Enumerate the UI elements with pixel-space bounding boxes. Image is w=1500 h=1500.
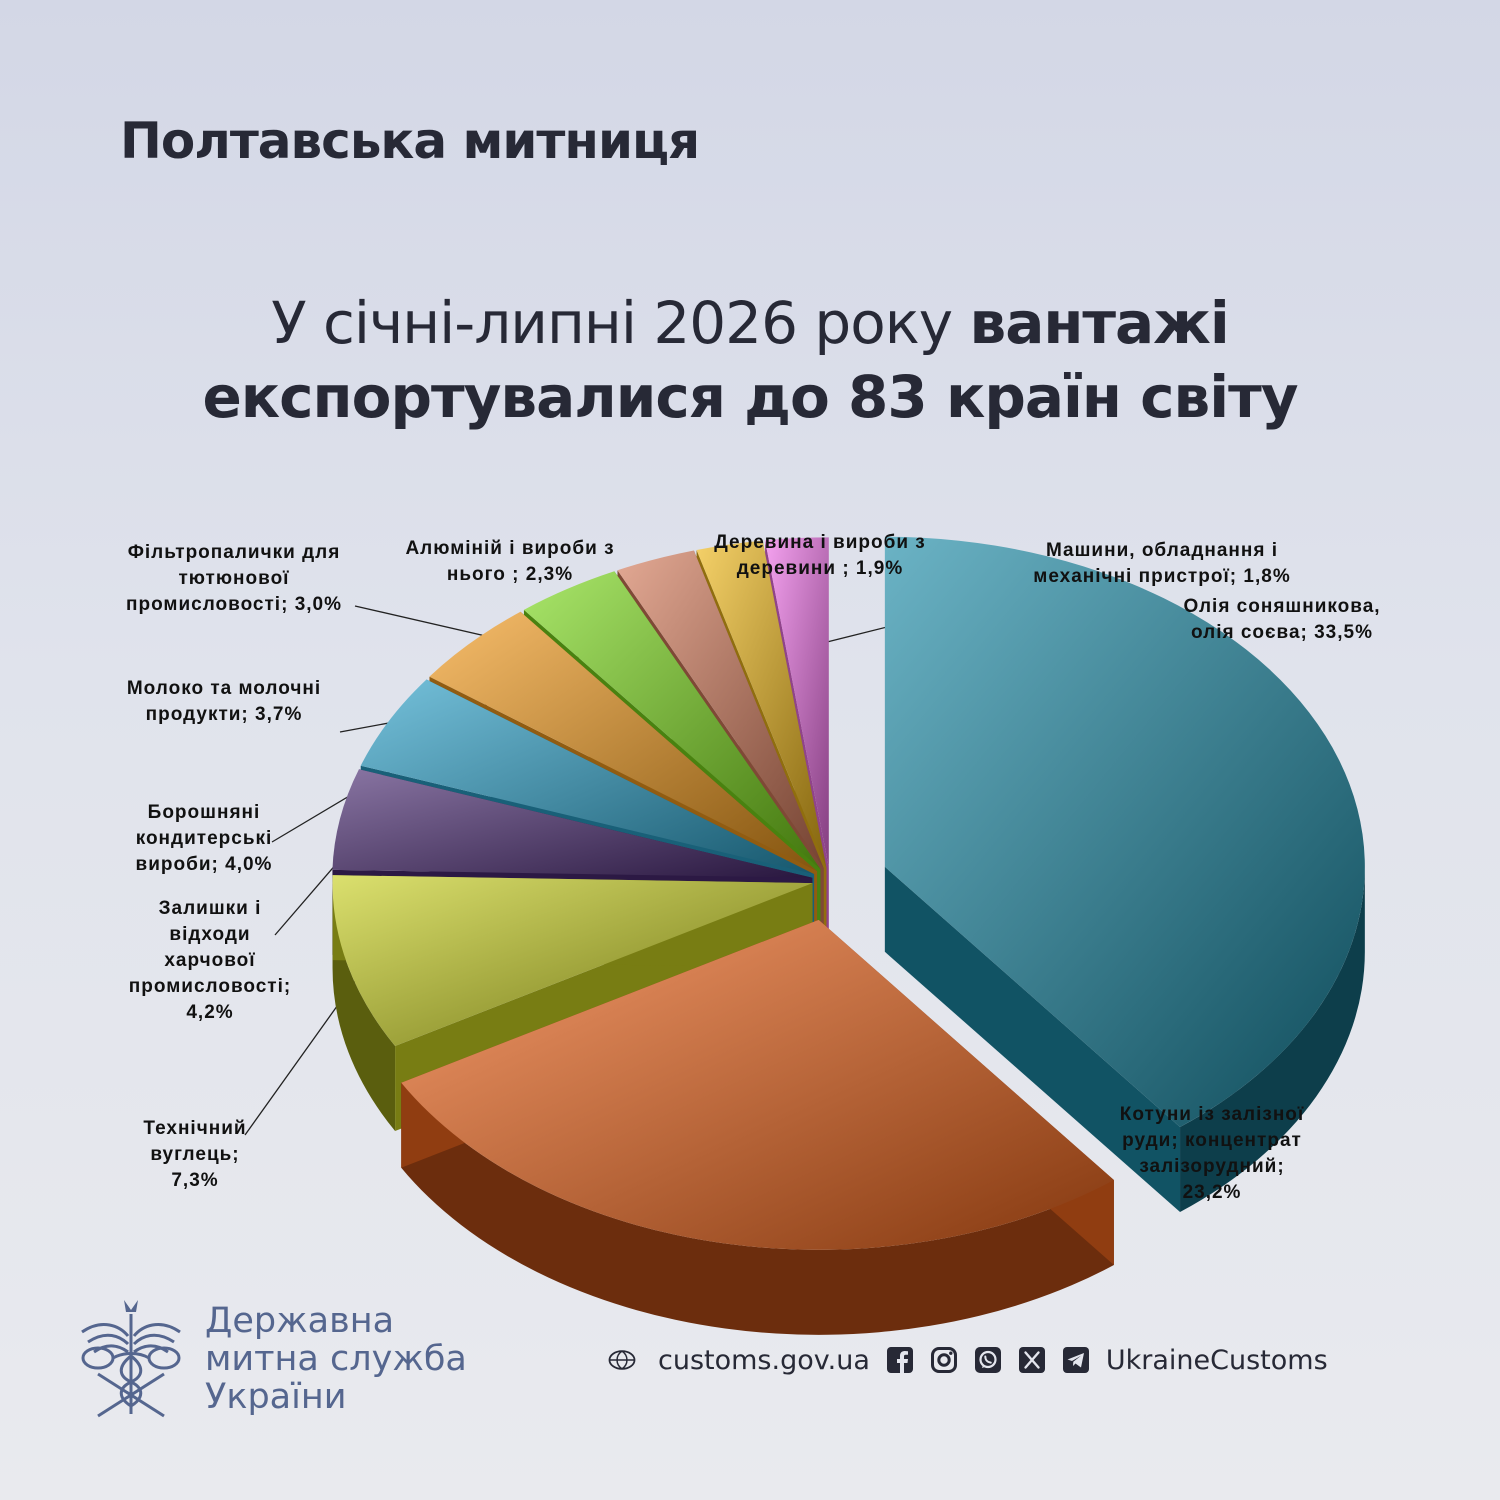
slice-label-9: Машини, обладнання і механічні пристрої; …	[1033, 540, 1290, 587]
slice-label-2: Технічний вуглець; 7,3%	[143, 1118, 246, 1191]
org-line-3: України	[205, 1377, 347, 1417]
slice-label-line-8-0: Деревина і вироби з	[714, 532, 925, 553]
pie-slice-side-1	[401, 1082, 1114, 1335]
pie-slice-top-3	[332, 769, 813, 878]
org-line-1: Державна	[205, 1301, 395, 1341]
globe-icon	[608, 1346, 646, 1374]
slice-label-8: Деревина і вироби з деревини ; 1,9%	[714, 532, 925, 579]
slice-label-line-1-0: Котуни із залізної	[1120, 1104, 1305, 1125]
slice-label-line-1-1: руди; концентрат	[1122, 1130, 1302, 1151]
slice-label-line-6-0: Фільтропалички для	[128, 542, 341, 563]
slice-label-line-6-1: тютюнової	[178, 568, 289, 589]
headline-normal: У січні-липні 2026 року	[271, 289, 970, 357]
slice-label-line-1-2: залізорудний;	[1139, 1156, 1284, 1177]
headline-line-1: У січні-липні 2026 року вантажі	[0, 286, 1500, 360]
organization-name: Державна митна служба України	[205, 1302, 467, 1416]
instagram-icon[interactable]	[930, 1346, 958, 1374]
pie-slice-top-6	[523, 571, 821, 870]
headline-line-2: експортувалися до 83 країн світу	[0, 360, 1500, 434]
social-handle[interactable]: UkraineCustoms	[1105, 1344, 1328, 1376]
slice-label-1: Котуни із залізної руди; концентрат залізо…	[1120, 1104, 1305, 1203]
slice-label-line-3-3: промисловості;	[129, 976, 291, 997]
pie-slice-side-0	[1180, 866, 1365, 1213]
slice-label-line-4-2: вироби; 4,0%	[136, 854, 273, 875]
slice-label-5: Молоко та молочні продукти; 3,7%	[127, 678, 321, 725]
facebook-icon[interactable]	[886, 1346, 914, 1374]
slice-label-line-8-1: деревини ; 1,9%	[737, 558, 904, 579]
pie-slice-top-4	[360, 679, 815, 875]
footer-links: customs.gov.ua UkraineCustoms	[608, 1340, 1328, 1380]
slice-label-line-9-1: механічні пристрої; 1,8%	[1033, 566, 1290, 587]
pie-slice-1	[401, 919, 1114, 1335]
slice-label-line-4-0: Борошняні	[148, 802, 261, 823]
whatsapp-icon[interactable]	[974, 1346, 1002, 1374]
slice-labels: Олія соняшникова, олія соєва; 33,5% Котуни…	[126, 532, 1380, 1203]
pie-slice-top-7	[617, 550, 824, 869]
pie-slice-0	[884, 536, 1365, 1213]
slice-label-line-3-2: харчової	[164, 950, 255, 971]
slice-label-line-0-1: олія соєва; 33,5%	[1191, 622, 1373, 643]
slice-label-0: Олія соняшникова, олія соєва; 33,5%	[1183, 596, 1380, 643]
pie-slice-side-2	[332, 883, 396, 1131]
slice-label-line-5-1: продукти; 3,7%	[146, 704, 303, 725]
slice-label-4: Борошняні кондитерські вироби; 4,0%	[136, 802, 273, 875]
pie-slice-top-8	[696, 540, 827, 868]
slice-label-line-2-0: Технічний	[143, 1118, 246, 1139]
website-link[interactable]: customs.gov.ua	[658, 1344, 870, 1376]
slice-label-line-2-2: 7,3%	[171, 1170, 218, 1191]
slice-label-7: Алюміній і вироби з нього ; 2,3%	[405, 538, 614, 585]
headline-bold-2: експортувалися до 83 країн світу	[202, 363, 1298, 431]
x-icon[interactable]	[1018, 1346, 1046, 1374]
slice-label-3: Залишки і відходи харчової промисловості; 4,…	[129, 898, 291, 1023]
slice-label-line-2-1: вуглець;	[150, 1144, 239, 1165]
slice-label-line-7-0: Алюміній і вироби з	[405, 538, 614, 559]
slice-label-line-3-1: відходи	[169, 924, 250, 945]
slice-label-line-3-0: Залишки і	[159, 898, 262, 919]
page-title: Полтавська митниця	[120, 112, 700, 170]
slice-label-line-9-0: Машини, обладнання і	[1046, 540, 1278, 561]
slice-label-line-0-0: Олія соняшникова,	[1183, 596, 1380, 617]
pie-slice-top-0	[884, 536, 1365, 1128]
org-line-2: митна служба	[205, 1339, 467, 1379]
slice-label-line-4-1: кондитерські	[136, 828, 273, 849]
telegram-icon[interactable]	[1062, 1346, 1090, 1374]
customs-emblem-icon	[81, 1300, 181, 1418]
slice-label-line-6-2: промисловості; 3,0%	[126, 594, 342, 615]
slice-label-6: Фільтропалички для тютюнової промисловості…	[126, 542, 342, 615]
slice-label-line-3-4: 4,2%	[186, 1002, 233, 1023]
slice-label-line-1-3: 23,2%	[1183, 1182, 1242, 1203]
headline: У січні-липні 2026 року вантажі експорту…	[0, 286, 1500, 434]
pie-slice-top-1	[401, 919, 1114, 1250]
pie-slice-top-9	[765, 537, 829, 868]
pie-slice-wall-0-1	[884, 866, 1181, 1213]
headline-bold-1: вантажі	[969, 289, 1230, 357]
pie-slice-top-2	[332, 875, 813, 1046]
slice-label-line-5-0: Молоко та молочні	[127, 678, 321, 699]
pie-slices	[332, 536, 1365, 1335]
slice-label-line-7-1: нього ; 2,3%	[447, 564, 573, 585]
pie-slice-top-5	[429, 611, 818, 872]
